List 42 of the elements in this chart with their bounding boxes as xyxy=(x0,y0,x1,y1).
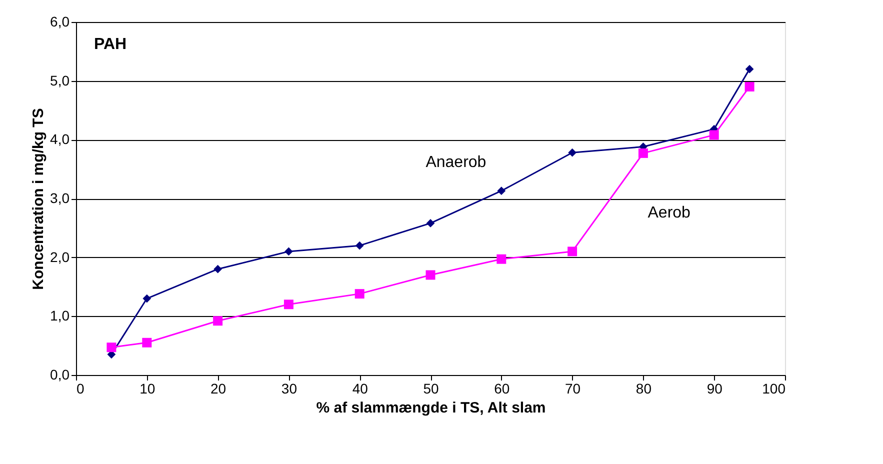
x-tick-label: 20 xyxy=(210,380,226,396)
point xyxy=(568,148,576,157)
point xyxy=(213,316,223,326)
text: PAH xyxy=(94,36,127,53)
point xyxy=(744,82,754,92)
point xyxy=(106,342,116,352)
x-tick-label: 80 xyxy=(636,380,652,396)
y-axis-title: Koncentration i mg/kg TS xyxy=(30,108,48,290)
point xyxy=(142,294,152,303)
x-tick-label: 40 xyxy=(352,380,368,396)
x-tick-label: 70 xyxy=(565,380,581,396)
x-tick-label: 30 xyxy=(281,380,298,396)
x-tick-label: 90 xyxy=(706,380,723,396)
point xyxy=(638,148,648,158)
point xyxy=(496,254,506,264)
x-axis-title: % af slammængde i TS, Alt slam xyxy=(316,400,546,416)
y-tick-label: 1,0 xyxy=(50,308,70,324)
point xyxy=(497,186,506,196)
y-tick-label: 4,0 xyxy=(50,131,70,148)
y-tick-label: 5,0 xyxy=(50,72,70,88)
x-tick-label: 100 xyxy=(762,380,786,396)
point xyxy=(426,270,436,280)
y-tick-label: 3,0 xyxy=(50,190,70,206)
y-tick-label: 0,0 xyxy=(50,366,70,382)
point xyxy=(284,300,294,310)
x-tick-label: 0 xyxy=(76,380,84,396)
point xyxy=(354,289,364,299)
y-tick-label: 2,0 xyxy=(50,248,70,265)
x-tick-label: 60 xyxy=(494,380,510,396)
point xyxy=(709,130,719,140)
point xyxy=(745,64,754,74)
point xyxy=(142,338,152,348)
point xyxy=(284,247,293,256)
text: Aerob xyxy=(648,204,691,222)
point xyxy=(214,264,222,274)
x-tick-label: 10 xyxy=(140,380,156,396)
x-tick-label: 50 xyxy=(423,380,439,396)
point xyxy=(568,246,578,256)
series-label: Anaerob xyxy=(426,154,486,172)
y-tick-label: 6,0 xyxy=(50,14,70,30)
point xyxy=(355,241,364,250)
point xyxy=(426,219,435,228)
